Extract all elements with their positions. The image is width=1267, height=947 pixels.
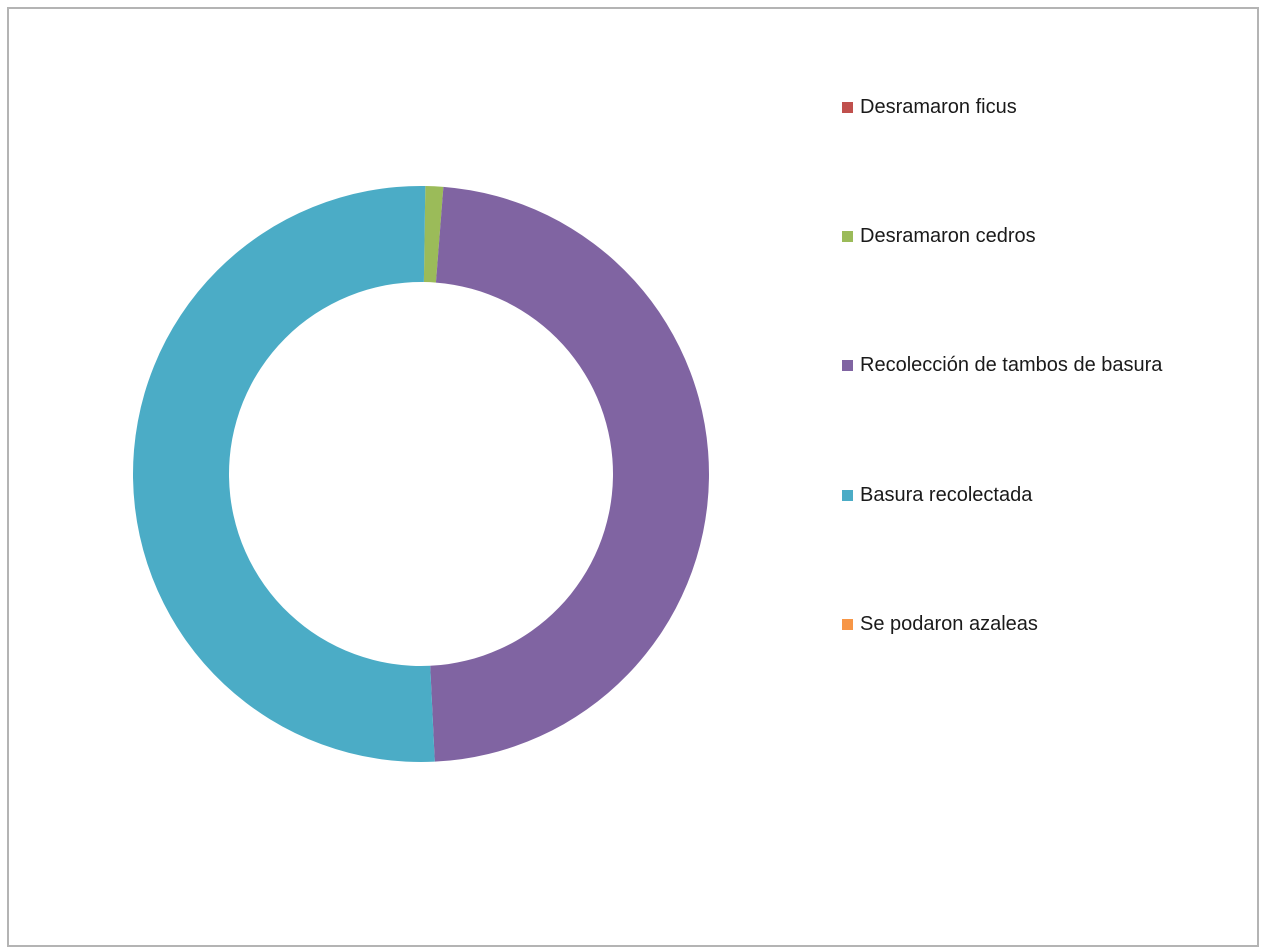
legend-item-se-podaron-azaleas: Se podaron azaleas xyxy=(842,612,1038,636)
donut-slice-1 xyxy=(423,186,444,283)
legend-label: Basura recolectada xyxy=(860,484,1033,506)
legend-label: Desramaron cedros xyxy=(860,225,1036,247)
chart-frame: Desramaron ficus Desramaron cedros Recol… xyxy=(7,7,1259,947)
legend-swatch xyxy=(842,618,853,630)
donut-slice-2 xyxy=(430,186,709,762)
donut-slice-3 xyxy=(132,185,435,762)
legend-item-desramaron-ficus: Desramaron ficus xyxy=(842,95,1017,119)
legend-label: Se podaron azaleas xyxy=(860,613,1038,635)
legend-item-basura-recolectada: Basura recolectada xyxy=(842,483,1032,507)
legend-label: Desramaron ficus xyxy=(860,96,1017,118)
legend-swatch xyxy=(842,101,853,113)
legend-swatch xyxy=(842,230,853,242)
legend-swatch xyxy=(842,489,853,501)
legend-swatch xyxy=(842,359,853,371)
donut-chart xyxy=(132,185,709,762)
legend-label: Recolección de tambos de basura xyxy=(860,354,1163,376)
legend-item-desramaron-cedros: Desramaron cedros xyxy=(842,224,1036,248)
legend-item-recoleccion-tambos: Recolección de tambos de basura xyxy=(842,353,1162,377)
